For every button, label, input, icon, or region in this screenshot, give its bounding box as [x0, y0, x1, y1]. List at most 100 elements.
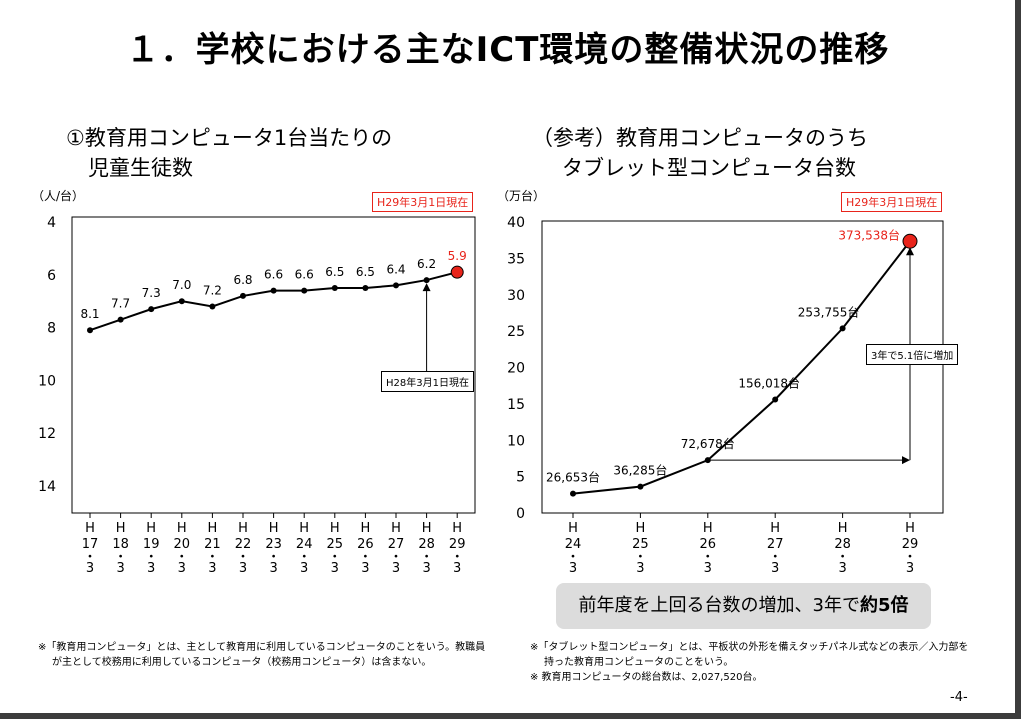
- right-x-tick-label: 3: [838, 561, 846, 576]
- right-x-tick-label: ・: [701, 550, 714, 565]
- left-x-tick-label: ・: [389, 550, 402, 565]
- right-growth-note: 3年で5.1倍に増加: [866, 344, 959, 365]
- left-footnote: ※「教育用コンピュータ」とは、主として教育用に利用しているコンピュータのことをい…: [38, 640, 485, 670]
- right-chart-subtitle: （参考）教育用コンピュータのうち タブレット型コンピュータ台数: [532, 123, 868, 183]
- right-x-tick-label: 28: [834, 537, 851, 552]
- left-x-tick-label: 21: [204, 537, 221, 552]
- right-y-unit: （万台）: [497, 188, 545, 203]
- page-number: -4-: [950, 690, 968, 705]
- right-data-label: 156,018台: [738, 375, 800, 390]
- left-prev-year-arrow: [422, 283, 431, 371]
- right-point: [570, 490, 576, 497]
- right-x-tick-label: 29: [902, 537, 919, 552]
- left-x-tick-label: 3: [422, 561, 430, 576]
- right-y-axis: 0 5 10 15 20 25 30 35 40: [507, 215, 525, 522]
- left-y-tick-label: 4: [47, 215, 56, 231]
- left-x-tick-label: H: [361, 521, 371, 536]
- left-x-tick-label: 3: [269, 561, 277, 576]
- left-data-labels: 8.1 7.7 7.3 7.0 7.2 6.8 6.6 6.6 6.5 6.5 6.4 6.2 5.9: [80, 249, 466, 321]
- left-x-tick-label: ・: [206, 550, 219, 565]
- right-y-tick-label: 40: [507, 215, 525, 231]
- right-x-tick-label: 26: [700, 537, 717, 552]
- right-footnote-line1: ※「タブレット型コンピュータ」とは、平板状の外形を備えタッチパネル式などの表示／…: [530, 642, 969, 653]
- right-vertical-arrow-head: [906, 247, 914, 256]
- page-title: １．学校における主なICT環境の整備状況の推移: [125, 30, 890, 70]
- left-data-label: 6.5: [356, 265, 375, 279]
- right-footnote: ※「タブレット型コンピュータ」とは、平板状の外形を備えタッチパネル式などの表示／…: [530, 640, 968, 685]
- right-x-tick-label: 3: [906, 561, 914, 576]
- left-x-tick-label: 27: [388, 537, 405, 552]
- left-x-tick-label: H: [269, 521, 279, 536]
- callout-bold: 約5倍: [859, 595, 909, 616]
- left-subtitle-line2: 児童生徒数: [88, 156, 193, 180]
- right-x-tick-label: H: [770, 521, 780, 536]
- right-x-tick-label: H: [568, 521, 578, 536]
- right-series-points: [570, 233, 918, 497]
- left-point: [393, 282, 399, 289]
- right-data-label: 36,285台: [613, 463, 667, 478]
- left-arrow-head: [422, 283, 431, 292]
- left-x-tick-label: H: [177, 521, 187, 536]
- left-data-label: 5.9: [448, 249, 467, 263]
- right-data-label: 26,653台: [546, 470, 600, 485]
- left-x-tick-label: 20: [174, 537, 191, 552]
- left-x-tick-label: 3: [178, 561, 186, 576]
- right-point-highlight: [902, 233, 918, 249]
- right-current-badge: H29年3月1日現在: [841, 192, 943, 212]
- left-x-tick-label: H: [330, 521, 340, 536]
- left-x-tick-label: 3: [361, 561, 369, 576]
- left-x-tick-label: ・: [145, 550, 158, 565]
- left-x-tick-label: 3: [331, 561, 339, 576]
- left-x-tick-label: H: [422, 521, 432, 536]
- right-data-label: 72,678台: [681, 436, 735, 451]
- left-data-label: 6.6: [264, 268, 283, 282]
- left-data-label: 7.0: [172, 278, 191, 292]
- right-point: [772, 396, 779, 403]
- right-data-label: 253,755台: [798, 304, 860, 319]
- left-x-tick-label: H: [299, 521, 309, 536]
- right-y-tick-label: 5: [516, 470, 525, 486]
- right-y-tick-label: 15: [507, 397, 525, 413]
- right-x-tick-label: H: [703, 521, 713, 536]
- left-x-tick-label: ・: [114, 550, 127, 565]
- left-subtitle-line1: ①教育用コンピュータ1台当たりの: [66, 126, 393, 150]
- left-x-tick-label: H: [391, 521, 401, 536]
- left-x-tick-label: ・: [420, 550, 433, 565]
- left-x-tick-label: ・: [236, 550, 249, 565]
- left-x-tick-label: 17: [82, 537, 99, 552]
- left-x-tick-label: 3: [239, 561, 247, 576]
- right-x-tick-label: ・: [836, 550, 849, 565]
- left-x-tick-label: ・: [328, 550, 341, 565]
- left-point: [331, 285, 338, 291]
- left-x-tick-label: ・: [267, 550, 280, 565]
- right-x-tick-label: 25: [632, 537, 649, 552]
- left-x-tick-label: 25: [327, 537, 344, 552]
- left-footnote-line1: ※「教育用コンピュータ」とは、主として教育用に利用しているコンピュータのことをい…: [38, 642, 486, 653]
- left-x-tick-label: ・: [359, 550, 372, 565]
- left-point: [423, 277, 430, 284]
- left-data-label: 7.7: [111, 297, 130, 311]
- right-footnote-line2: 持った教育用コンピュータのことをいう。: [544, 657, 734, 668]
- left-x-tick-label: H: [116, 521, 126, 536]
- left-data-label: 6.8: [233, 273, 252, 287]
- left-x-tick-label: 3: [208, 561, 216, 576]
- right-point: [704, 457, 711, 464]
- left-x-tick-label: 3: [86, 561, 94, 576]
- left-point: [178, 298, 185, 305]
- left-point-highlight: [450, 265, 464, 279]
- right-subtitle-line1: （参考）教育用コンピュータのうち: [532, 126, 868, 150]
- left-x-tick-label: H: [146, 521, 156, 536]
- left-point: [148, 306, 155, 313]
- left-y-tick-label: 12: [38, 426, 56, 442]
- right-point: [839, 325, 846, 332]
- right-subtitle-line2: タブレット型コンピュータ台数: [562, 156, 856, 180]
- left-current-badge: H29年3月1日現在: [372, 192, 474, 212]
- right-horizontal-arrow-head: [902, 456, 910, 465]
- right-x-tick-label: H: [838, 521, 848, 536]
- left-x-tick-label: H: [238, 521, 248, 536]
- right-x-tick-label: 27: [767, 537, 784, 552]
- left-y-tick-label: 8: [47, 321, 56, 337]
